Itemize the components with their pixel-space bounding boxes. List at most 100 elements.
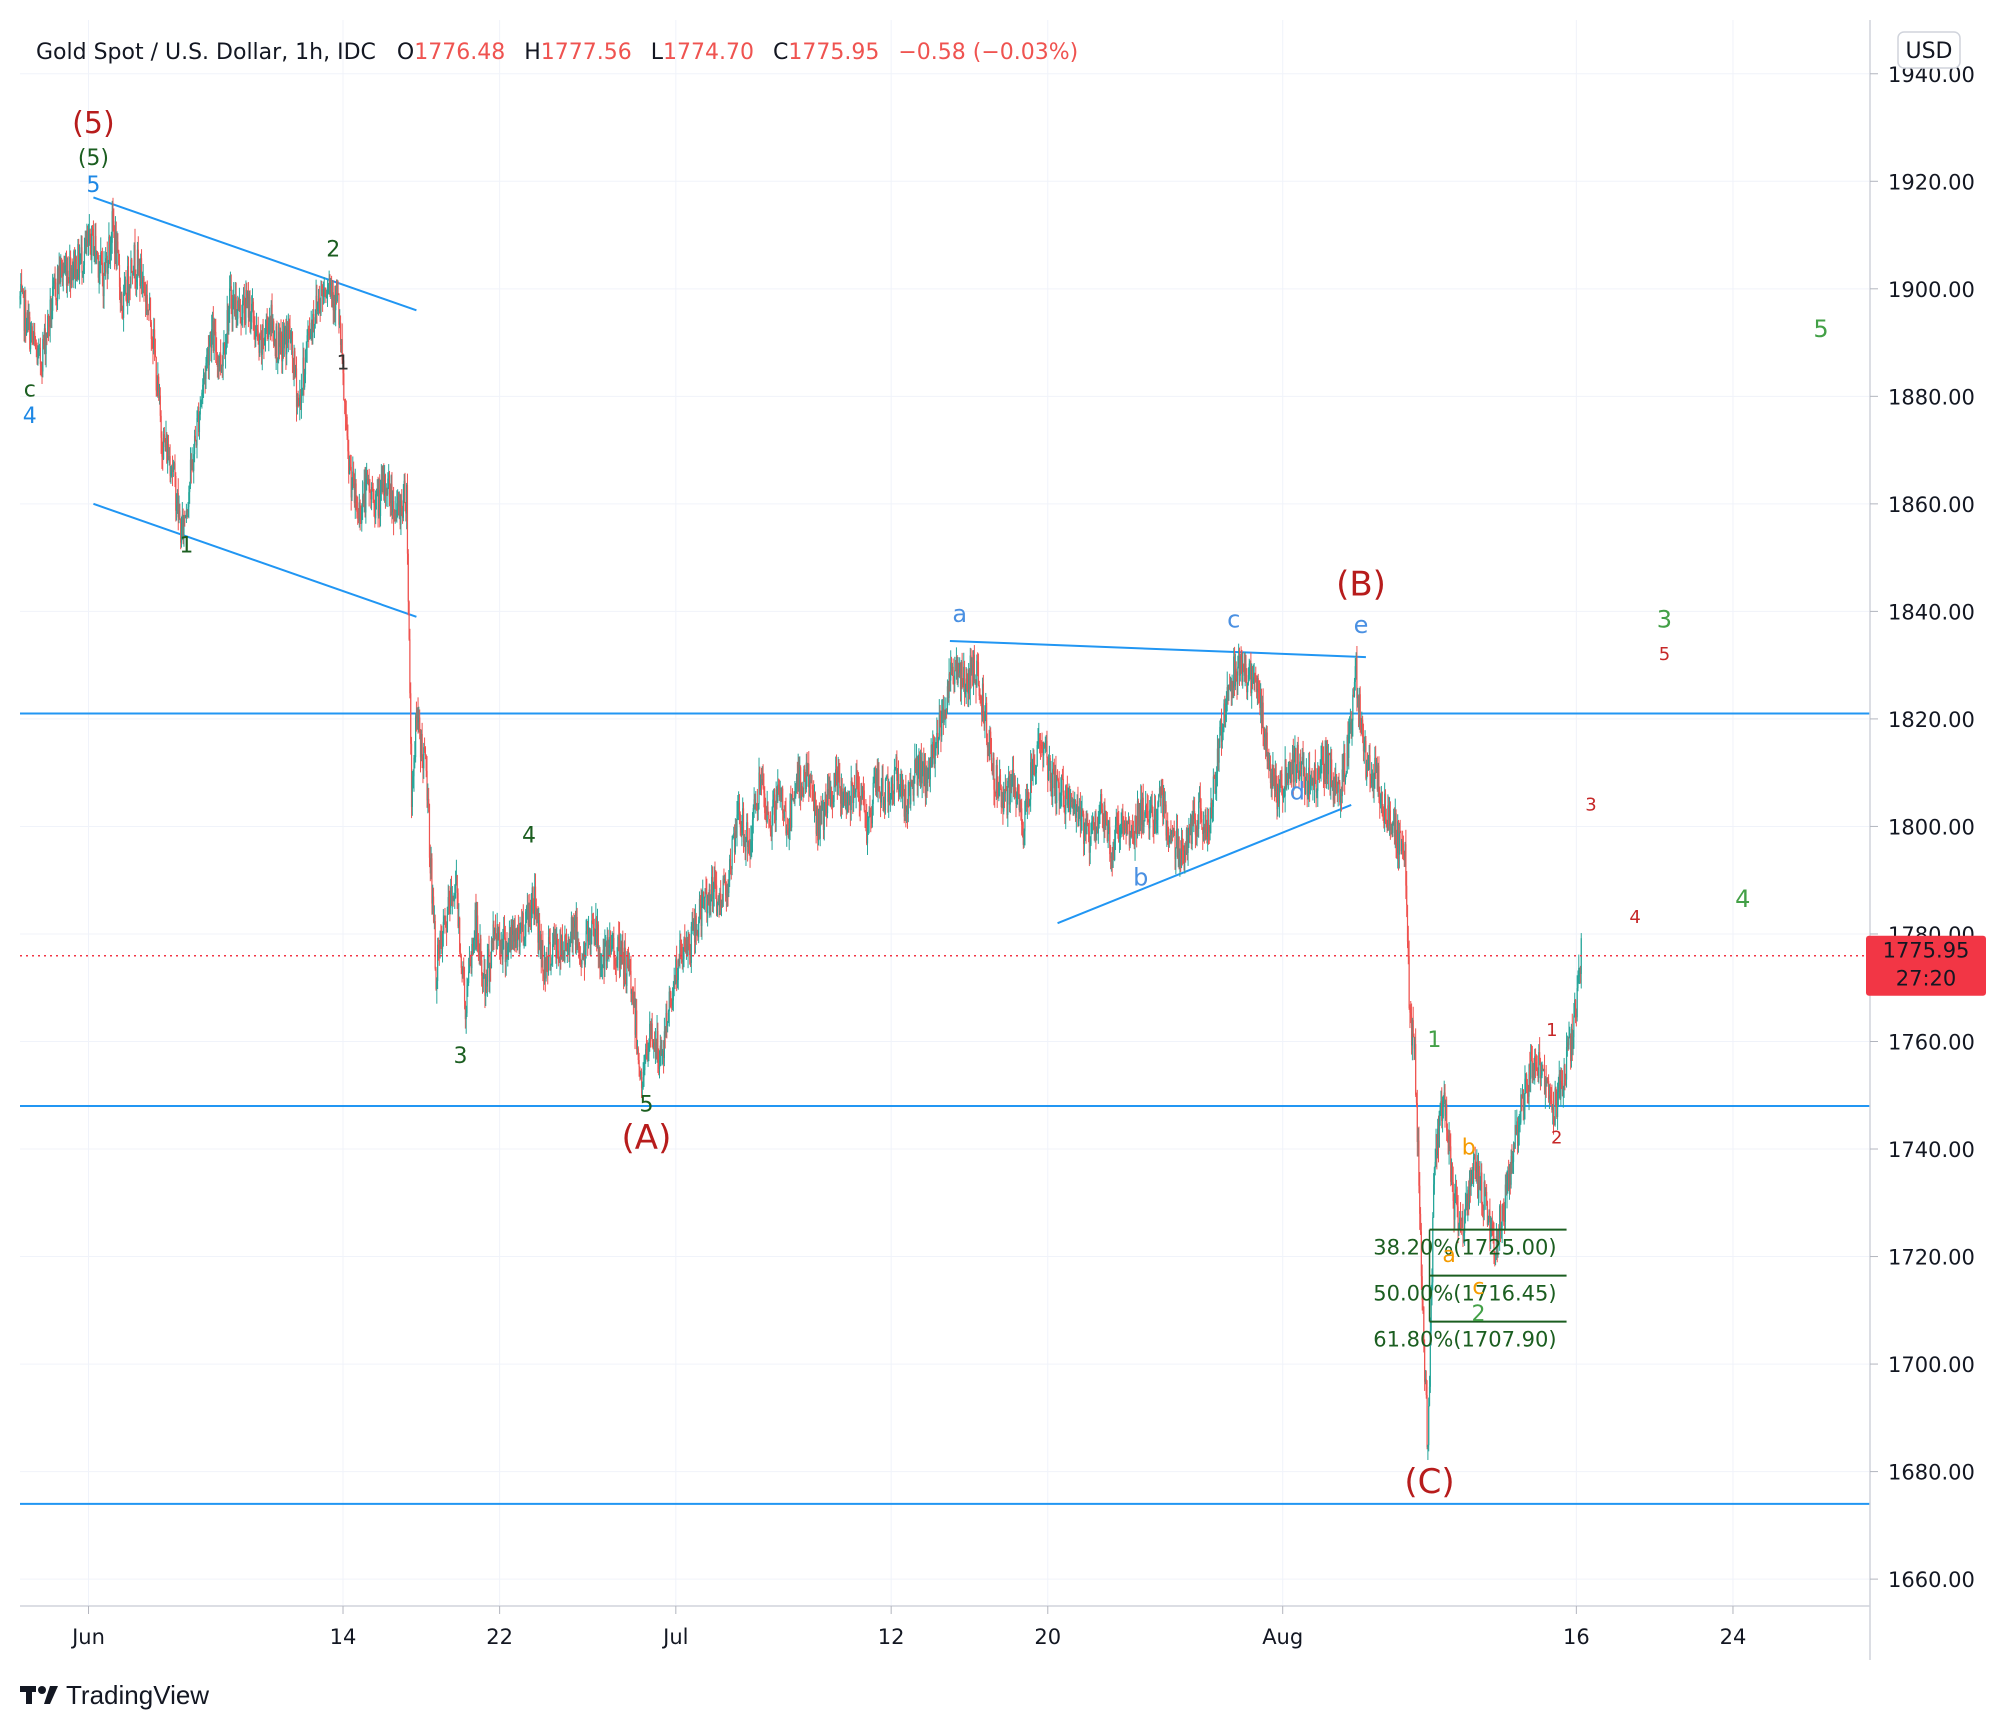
candle-body [795,786,797,797]
candle-body [596,917,598,945]
candle-body [525,906,528,912]
candle-body [1037,741,1039,746]
candle-body [540,934,542,959]
candle-body [1096,827,1098,835]
candle-body [1233,656,1235,688]
candle-body [1183,851,1185,861]
candle-body [94,236,96,250]
candle-body [1371,774,1374,777]
currency-button[interactable]: USD [1897,31,1961,69]
candle-body [206,354,208,363]
candle-body [1338,781,1340,783]
candle-body [567,939,569,949]
candle-body [1491,1223,1493,1234]
candle-body [1009,779,1011,805]
candle-body [19,295,21,300]
candle-body [295,368,297,376]
candle-body [790,800,792,828]
candle-body [526,904,528,907]
candle-body [176,493,179,506]
candle-body [1194,811,1196,819]
candle-body [271,304,273,332]
candle-body [61,264,64,277]
candle-body [1065,785,1068,788]
candle-body [1435,1134,1437,1162]
candle-body [919,756,921,783]
candle-body [1339,782,1341,803]
candle-body [840,788,843,804]
candle-body [476,915,478,947]
candle-body [1150,805,1152,808]
candle-body [287,322,289,343]
candle-body [299,394,302,410]
candle-body [1134,815,1136,846]
candle-body [1292,753,1294,783]
candle-body [1272,767,1274,789]
candle-body [886,776,888,779]
candle-body [1513,1147,1515,1149]
candle-body [106,255,108,274]
candle-body [1573,1015,1575,1038]
candle-body [267,326,269,338]
candle-body [66,270,68,286]
candle-body [747,840,750,847]
candle-body [735,831,737,837]
candle-body [968,669,970,694]
candle-body [839,777,841,789]
candle-body [1066,787,1068,806]
candle-body [569,940,572,943]
candle-body [1452,1182,1454,1201]
candle-body [1104,805,1106,825]
candle-body [849,799,851,811]
candle-body [1312,777,1314,785]
candle-body [507,946,509,958]
candle-body [609,936,612,953]
candle-body [556,940,559,951]
candle-body [844,792,847,800]
candle-body [537,910,539,943]
candle-body [1355,658,1357,667]
candle-body [30,326,33,329]
candle-body [1463,1216,1466,1234]
candle-body [1450,1146,1452,1182]
candle-body [292,358,294,374]
candle-body [492,924,494,944]
candle-body [1030,762,1033,780]
horizontal-levels [20,712,1870,1505]
candle-body [1043,743,1045,756]
candle-body [348,464,351,474]
candle-body [1567,1042,1569,1046]
candle-body [667,1011,670,1022]
candle-body [517,927,519,932]
candle-body [1522,1089,1524,1111]
candle-body [366,472,369,480]
candle-body [1359,694,1361,724]
candle-body [616,959,618,966]
candle-body [304,349,307,375]
candle-body [1264,733,1267,751]
candle-body [855,775,857,793]
candle-body [1268,758,1270,770]
candle-body [647,1054,649,1060]
candle-body [1111,856,1113,868]
candle-body [1410,1016,1413,1046]
candle-body [405,503,407,514]
candle-body [875,773,877,793]
candle-body [1399,831,1401,833]
candle-body [1478,1165,1480,1189]
candle-body [65,265,67,267]
candle-body [601,964,604,968]
candle-body [1579,967,1581,969]
candle-body [280,333,282,342]
candle-body [1122,810,1124,828]
candle-body [229,288,231,309]
candle-body [1247,682,1249,693]
candle-body [741,826,743,833]
candle-body [1486,1191,1488,1202]
candle-body [1344,774,1347,780]
tradingview-logo[interactable]: TradingView [20,1680,209,1710]
candle-body [736,814,738,837]
candle-body [514,930,516,940]
candle-body [596,924,599,945]
